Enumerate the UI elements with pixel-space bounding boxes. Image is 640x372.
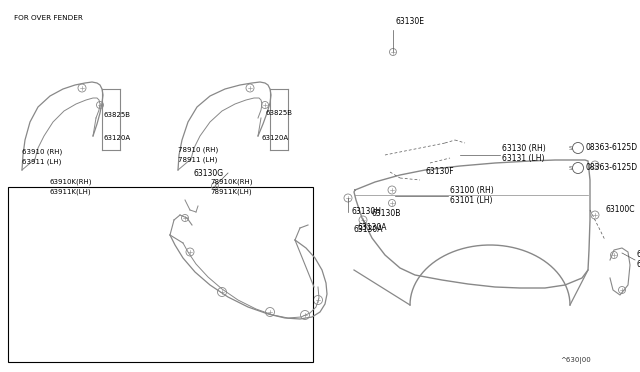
Text: 63130H: 63130H (352, 208, 382, 217)
Text: 63101 (LH): 63101 (LH) (450, 196, 493, 205)
Text: 63100C: 63100C (606, 205, 636, 215)
Text: S: S (569, 145, 573, 151)
Text: S: S (569, 166, 573, 170)
Text: 78910K(RH): 78910K(RH) (210, 179, 253, 185)
Text: 63825B: 63825B (265, 110, 292, 116)
Text: 63131 (LH): 63131 (LH) (502, 154, 545, 163)
Text: 63130 (RH): 63130 (RH) (502, 144, 546, 153)
Bar (8, 187, 313, 362)
Text: 63130A: 63130A (353, 225, 383, 234)
Text: 78910 (RH): 78910 (RH) (178, 147, 218, 153)
Text: 63911 (LH): 63911 (LH) (22, 159, 61, 165)
Text: 63130B: 63130B (372, 208, 401, 218)
Text: 63825B: 63825B (103, 112, 130, 118)
Text: 78911K(LH): 78911K(LH) (210, 189, 252, 195)
Text: 08363-6125D: 08363-6125D (585, 164, 637, 173)
Text: 63120A: 63120A (103, 135, 130, 141)
Text: 08363-6125D: 08363-6125D (585, 144, 637, 153)
Text: 63120A: 63120A (262, 135, 289, 141)
Text: 63130A: 63130A (358, 224, 387, 232)
Text: 63910 (RH): 63910 (RH) (22, 149, 62, 155)
Text: 63130G: 63130G (194, 169, 224, 177)
Text: 63910K(RH): 63910K(RH) (50, 179, 93, 185)
Text: 63130E: 63130E (395, 17, 424, 26)
Text: FOR OVER FENDER: FOR OVER FENDER (14, 15, 83, 21)
Text: 63100 (RH): 63100 (RH) (450, 186, 493, 195)
Text: 63130F: 63130F (425, 167, 454, 176)
Text: 78911 (LH): 78911 (LH) (178, 157, 218, 163)
Text: ^630|00: ^630|00 (560, 356, 591, 363)
Text: 63830 (RH): 63830 (RH) (637, 250, 640, 260)
Text: 63911K(LH): 63911K(LH) (50, 189, 92, 195)
Text: 63831 (LH): 63831 (LH) (637, 260, 640, 269)
